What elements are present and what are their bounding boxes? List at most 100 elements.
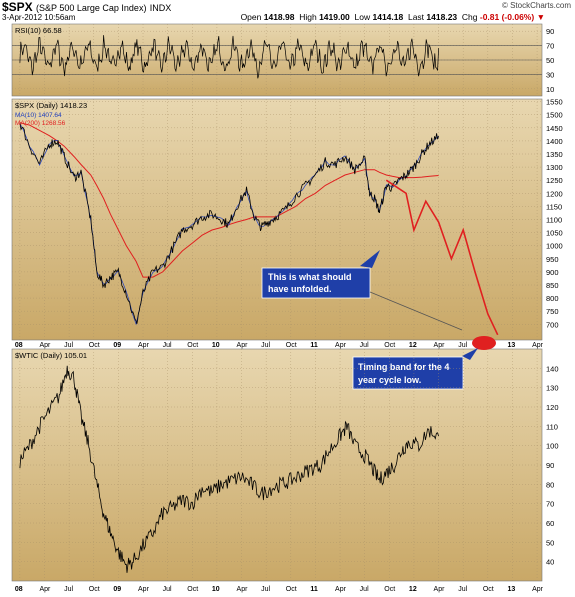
rsi-ytick-label-2: 50 bbox=[546, 56, 554, 65]
ma10-legend: MA(10) 1407.64 bbox=[15, 112, 62, 119]
wtic-xtick-label-15: Oct bbox=[384, 586, 395, 593]
wtic-xtick-label-21: Apr bbox=[532, 586, 544, 593]
spx-xtick-label-18: Jul bbox=[458, 342, 467, 349]
spx-xtick-label-9: Apr bbox=[237, 342, 249, 349]
callout-1-text-line-1: This is what should bbox=[268, 272, 352, 282]
quote-bar: Open 1418.98 High 1419.00 Low 1414.18 La… bbox=[241, 12, 545, 22]
callout-2-text-line-2: year cycle low. bbox=[358, 375, 421, 385]
wtic-xtick-label-8: 10 bbox=[212, 586, 220, 593]
callout-1-leader bbox=[369, 291, 463, 331]
wtic-ytick-label-6: 100 bbox=[546, 442, 559, 451]
wtic-ytick-label-7: 110 bbox=[546, 422, 558, 431]
wtic-ytick-label-3: 70 bbox=[546, 500, 554, 509]
callout-2-text-line-1: Timing band for the 4 bbox=[358, 362, 449, 372]
spx-ytick-label-17: 1550 bbox=[546, 98, 563, 107]
wtic-xtick-label-19: Oct bbox=[483, 586, 494, 593]
spx-ytick-label-13: 1350 bbox=[546, 150, 563, 159]
spx-xtick-label-5: Apr bbox=[138, 342, 150, 349]
spx-ytick-label-10: 1200 bbox=[546, 189, 563, 198]
high-value: 1419.00 bbox=[319, 12, 350, 22]
spx-ytick-label-16: 1500 bbox=[546, 111, 563, 120]
wtic-xtick-label-1: Apr bbox=[40, 586, 52, 593]
spx-ytick-label-9: 1150 bbox=[546, 202, 562, 211]
spx-ytick-label-8: 1100 bbox=[546, 216, 562, 225]
spx-xtick-label-4: 09 bbox=[113, 342, 121, 349]
rsi-ytick-label-0: 10 bbox=[546, 85, 554, 94]
spx-ytick-label-0: 700 bbox=[546, 320, 559, 329]
spx-xtick-label-16: 12 bbox=[409, 342, 417, 349]
spx-price-line bbox=[19, 123, 439, 324]
callout-1-text-line-2: have unfolded. bbox=[268, 284, 332, 294]
last-value: 1418.23 bbox=[426, 12, 458, 22]
spx-xtick-label-1: Apr bbox=[40, 342, 52, 349]
wtic-xtick-label-14: Jul bbox=[360, 586, 369, 593]
rsi-ytick-label-1: 30 bbox=[546, 70, 554, 79]
rsi-ytick-label-3: 70 bbox=[546, 42, 554, 51]
wtic-xtick-label-10: Jul bbox=[261, 586, 270, 593]
chg-value: -0.81 (-0.06%) bbox=[479, 12, 535, 22]
spx-xtick-label-10: Jul bbox=[261, 342, 270, 349]
wtic-xtick-label-5: Apr bbox=[138, 586, 150, 593]
wtic-ytick-label-1: 50 bbox=[546, 538, 554, 547]
spx-xtick-label-7: Oct bbox=[187, 342, 198, 349]
spx-xtick-label-6: Jul bbox=[163, 342, 172, 349]
spx-xtick-label-0: 08 bbox=[15, 342, 23, 349]
spx-ytick-label-15: 1450 bbox=[546, 124, 563, 133]
low-value: 1414.18 bbox=[372, 12, 404, 22]
rsi-ytick-label-4: 90 bbox=[546, 27, 554, 36]
chart-title: $SPX (S&P 500 Large Cap Index) INDX bbox=[2, 0, 171, 14]
spx-ytick-label-6: 1000 bbox=[546, 242, 563, 251]
wtic-xtick-label-11: Oct bbox=[286, 586, 297, 593]
ma200-legend: MA(200) 1268.56 bbox=[15, 120, 66, 127]
symbol-name: (S&P 500 Large Cap Index) bbox=[36, 3, 147, 13]
spx-ytick-label-11: 1250 bbox=[546, 176, 563, 185]
exchange-label: INDX bbox=[149, 3, 172, 13]
wtic-price-line bbox=[19, 365, 439, 573]
spx-ytick-label-14: 1400 bbox=[546, 137, 563, 146]
wtic-xtick-label-9: Apr bbox=[237, 586, 249, 593]
chart-header: $SPX (S&P 500 Large Cap Index) INDX 3-Ap… bbox=[0, 0, 575, 22]
open-label: Open bbox=[240, 12, 262, 22]
spx-xtick-label-11: Oct bbox=[286, 342, 297, 349]
spx-xtick-label-15: Oct bbox=[384, 342, 395, 349]
spx-ytick-label-3: 850 bbox=[546, 281, 559, 290]
high-label: High bbox=[299, 12, 317, 22]
watermark: © StockCharts.com bbox=[501, 1, 571, 10]
wtic-xtick-label-20: 13 bbox=[507, 586, 515, 593]
symbol-label: $SPX bbox=[2, 0, 33, 14]
wtic-xtick-label-2: Jul bbox=[64, 586, 73, 593]
spx-ytick-label-12: 1300 bbox=[546, 163, 563, 172]
wtic-xtick-label-7: Oct bbox=[187, 586, 198, 593]
wtic-ytick-label-9: 130 bbox=[546, 384, 559, 393]
wtic-ytick-label-8: 120 bbox=[546, 403, 559, 412]
wtic-xtick-label-16: 12 bbox=[409, 586, 417, 593]
ma200-line bbox=[19, 122, 439, 278]
wtic-xtick-label-12: 11 bbox=[310, 586, 318, 593]
wtic-xtick-label-17: Apr bbox=[434, 586, 446, 593]
spx-xtick-label-8: 10 bbox=[212, 342, 220, 349]
spx-xtick-label-2: Jul bbox=[64, 342, 73, 349]
wtic-ytick-label-4: 80 bbox=[546, 480, 554, 489]
spx-xtick-label-13: Apr bbox=[335, 342, 347, 349]
wtic-xtick-label-4: 09 bbox=[113, 586, 121, 593]
wtic-xtick-label-3: Oct bbox=[89, 586, 100, 593]
wtic-ytick-label-0: 40 bbox=[546, 558, 554, 567]
spx-ytick-label-2: 800 bbox=[546, 294, 559, 303]
spx-ytick-label-1: 750 bbox=[546, 307, 559, 316]
wtic-ytick-label-10: 140 bbox=[546, 364, 559, 373]
spx-xtick-label-14: Jul bbox=[360, 342, 369, 349]
callout-1-box bbox=[261, 267, 371, 299]
rsi-panel-label: RSI(10) 66.58 bbox=[15, 26, 62, 35]
spx-projection-line bbox=[385, 179, 499, 336]
wtic-xtick-label-13: Apr bbox=[335, 586, 347, 593]
spx-ytick-label-5: 950 bbox=[546, 255, 559, 264]
low-label: Low bbox=[354, 12, 371, 22]
wtic-xtick-label-18: Jul bbox=[458, 586, 467, 593]
spx-ytick-label-7: 1050 bbox=[546, 229, 563, 238]
rsi-line bbox=[19, 35, 439, 79]
wtic-panel-label: $WTIC (Daily) 105.01 bbox=[15, 351, 87, 360]
callout-2-pointer bbox=[462, 348, 478, 360]
callout-1-pointer bbox=[360, 250, 380, 268]
